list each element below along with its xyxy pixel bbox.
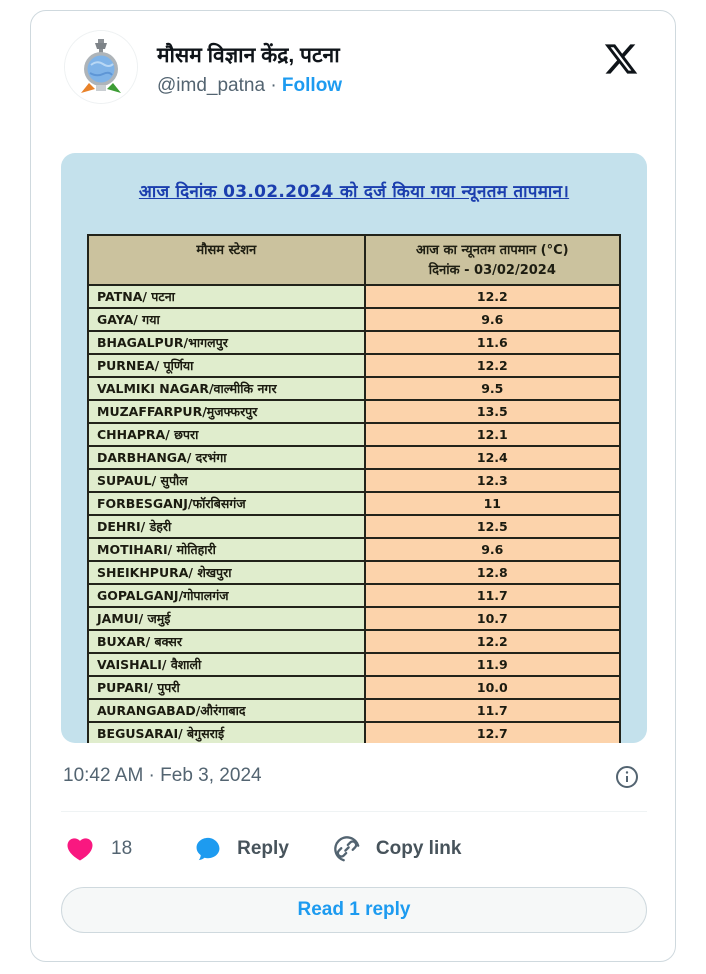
table-row: BUXAR/ बक्सर 12.2	[87, 629, 622, 654]
station-cell: MOTIHARI/ मोतिहारी	[87, 537, 366, 562]
temperature-cell: 9.5	[363, 376, 622, 401]
tweet-card: मौसम विज्ञान केंद्र, पटना @imd_patna · F…	[30, 10, 676, 962]
temperature-cell: 12.2	[363, 629, 622, 654]
table-row: MUZAFFARPUR/मुजफ्फरपुर 13.5	[87, 399, 622, 424]
timestamp: 10:42 AM · Feb 3, 2024	[63, 765, 262, 786]
temperature-cell: 12.3	[363, 468, 622, 493]
station-cell: CHHAPRA/ छपरा	[87, 422, 366, 447]
table-row: PURNEA/ पूर्णिया 12.2	[87, 353, 622, 378]
temperature-column-header: आज का न्यूनतम तापमान (°C) दिनांक - 03/02…	[363, 234, 622, 286]
temperature-cell: 10.7	[363, 606, 622, 631]
station-cell: VALMIKI NAGAR/वाल्मीकि नगर	[87, 376, 366, 401]
temperature-cell: 9.6	[363, 537, 622, 562]
station-cell: SUPAUL/ सुपौल	[87, 468, 366, 493]
table-row: GAYA/ गया 9.6	[87, 307, 622, 332]
dot-separator: ·	[270, 75, 282, 96]
handle-row: @imd_patna · Follow	[157, 75, 342, 97]
reply-bubble-icon[interactable]	[194, 835, 222, 863]
station-cell: JAMUI/ जमुई	[87, 606, 366, 631]
table-body: PATNA/ पटना 12.2 GAYA/ गया 9.6 BHAGALPUR/भाग…	[87, 284, 622, 743]
temperature-table: मौसम स्टेशन आज का न्यूनतम तापमान (°C) दि…	[87, 234, 622, 743]
station-cell: MUZAFFARPUR/मुजफ्फरपुर	[87, 399, 366, 424]
table-row: PATNA/ पटना 12.2	[87, 284, 622, 309]
station-cell: DARBHANGA/ दरभंगा	[87, 445, 366, 470]
like-count[interactable]: 18	[111, 838, 133, 859]
table-row: VAISHALI/ वैशाली 11.9	[87, 652, 622, 677]
temperature-cell: 13.5	[363, 399, 622, 424]
copy-link-label[interactable]: Copy link	[375, 838, 462, 859]
tweet-image[interactable]: आज दिनांक 03.02.2024 को दर्ज किया गया न्…	[61, 153, 647, 743]
table-row: SUPAUL/ सुपौल 12.3	[87, 468, 622, 493]
table-row: DARBHANGA/ दरभंगा 12.4	[87, 445, 622, 470]
station-cell: SHEIKHPURA/ शेखपुरा	[87, 560, 366, 585]
reply-label[interactable]: Reply	[237, 838, 289, 859]
table-row: SHEIKHPURA/ शेखपुरा 12.8	[87, 560, 622, 585]
station-column-header: मौसम स्टेशन	[87, 234, 366, 286]
table-row: GOPALGANJ/गोपालगंज 11.7	[87, 583, 622, 608]
follow-link[interactable]: Follow	[281, 75, 343, 96]
station-cell: FORBESGANJ/फॉरबिसगंज	[87, 491, 366, 516]
read-reply-button[interactable]: Read 1 reply	[61, 887, 647, 933]
read-reply-label: Read 1 reply	[297, 899, 411, 920]
info-icon[interactable]	[615, 765, 639, 789]
temperature-cell: 11.7	[363, 698, 622, 723]
station-cell: VAISHALI/ वैशाली	[87, 652, 366, 677]
station-cell: GOPALGANJ/गोपालगंज	[87, 583, 366, 608]
like-heart-icon[interactable]	[65, 834, 95, 864]
temperature-header-line1: आज का न्यूनतम तापमान (°C)	[416, 243, 569, 258]
temperature-cell: 12.4	[363, 445, 622, 470]
temperature-cell: 11.7	[363, 583, 622, 608]
table-row: AURANGABAD/औरंगाबाद 11.7	[87, 698, 622, 723]
temperature-cell: 11	[363, 491, 622, 516]
temperature-cell: 10.0	[363, 675, 622, 700]
table-row: FORBESGANJ/फॉरबिसगंज 11	[87, 491, 622, 516]
station-cell: AURANGABAD/औरंगाबाद	[87, 698, 366, 723]
table-row: MOTIHARI/ मोतिहारी 9.6	[87, 537, 622, 562]
temperature-cell: 11.6	[363, 330, 622, 355]
station-cell: DEHRI/ डेहरी	[87, 514, 366, 539]
temperature-cell: 12.5	[363, 514, 622, 539]
temperature-cell: 12.1	[363, 422, 622, 447]
temperature-cell: 9.6	[363, 307, 622, 332]
image-title: आज दिनांक 03.02.2024 को दर्ज किया गया न्…	[138, 182, 570, 202]
table-row: BEGUSARAI/ बेगुसराई 12.7	[87, 721, 622, 743]
table-row: CHHAPRA/ छपरा 12.1	[87, 422, 622, 447]
table-row: PUPARI/ पुपरी 10.0	[87, 675, 622, 700]
station-cell: PURNEA/ पूर्णिया	[87, 353, 366, 378]
temperature-cell: 12.2	[363, 353, 622, 378]
table-row: DEHRI/ डेहरी 12.5	[87, 514, 622, 539]
copy-link-icon[interactable]	[333, 835, 361, 863]
temperature-header-line2: दिनांक - 03/02/2024	[428, 262, 556, 278]
station-cell: BUXAR/ बक्सर	[87, 629, 366, 654]
x-logo-icon[interactable]	[603, 41, 639, 77]
station-cell: BEGUSARAI/ बेगुसराई	[87, 721, 366, 743]
handle[interactable]: @imd_patna	[157, 75, 266, 96]
station-cell: BHAGALPUR/भागलपुर	[87, 330, 366, 355]
station-cell: PATNA/ पटना	[87, 284, 366, 309]
table-row: JAMUI/ जमुई 10.7	[87, 606, 622, 631]
imd-logo-icon	[65, 31, 137, 103]
temperature-cell: 11.9	[363, 652, 622, 677]
table-row: BHAGALPUR/भागलपुर 11.6	[87, 330, 622, 355]
table-header-row: मौसम स्टेशन आज का न्यूनतम तापमान (°C) दि…	[87, 234, 622, 286]
temperature-cell: 12.8	[363, 560, 622, 585]
display-name: मौसम विज्ञान केंद्र, पटना	[157, 44, 340, 67]
temperature-cell: 12.7	[363, 721, 622, 743]
station-cell: GAYA/ गया	[87, 307, 366, 332]
temperature-cell: 12.2	[363, 284, 622, 309]
table-row: VALMIKI NAGAR/वाल्मीकि नगर 9.5	[87, 376, 622, 401]
station-cell: PUPARI/ पुपरी	[87, 675, 366, 700]
divider	[61, 811, 647, 812]
avatar[interactable]	[65, 31, 137, 103]
action-bar: 18 Reply Copy link	[65, 829, 461, 869]
